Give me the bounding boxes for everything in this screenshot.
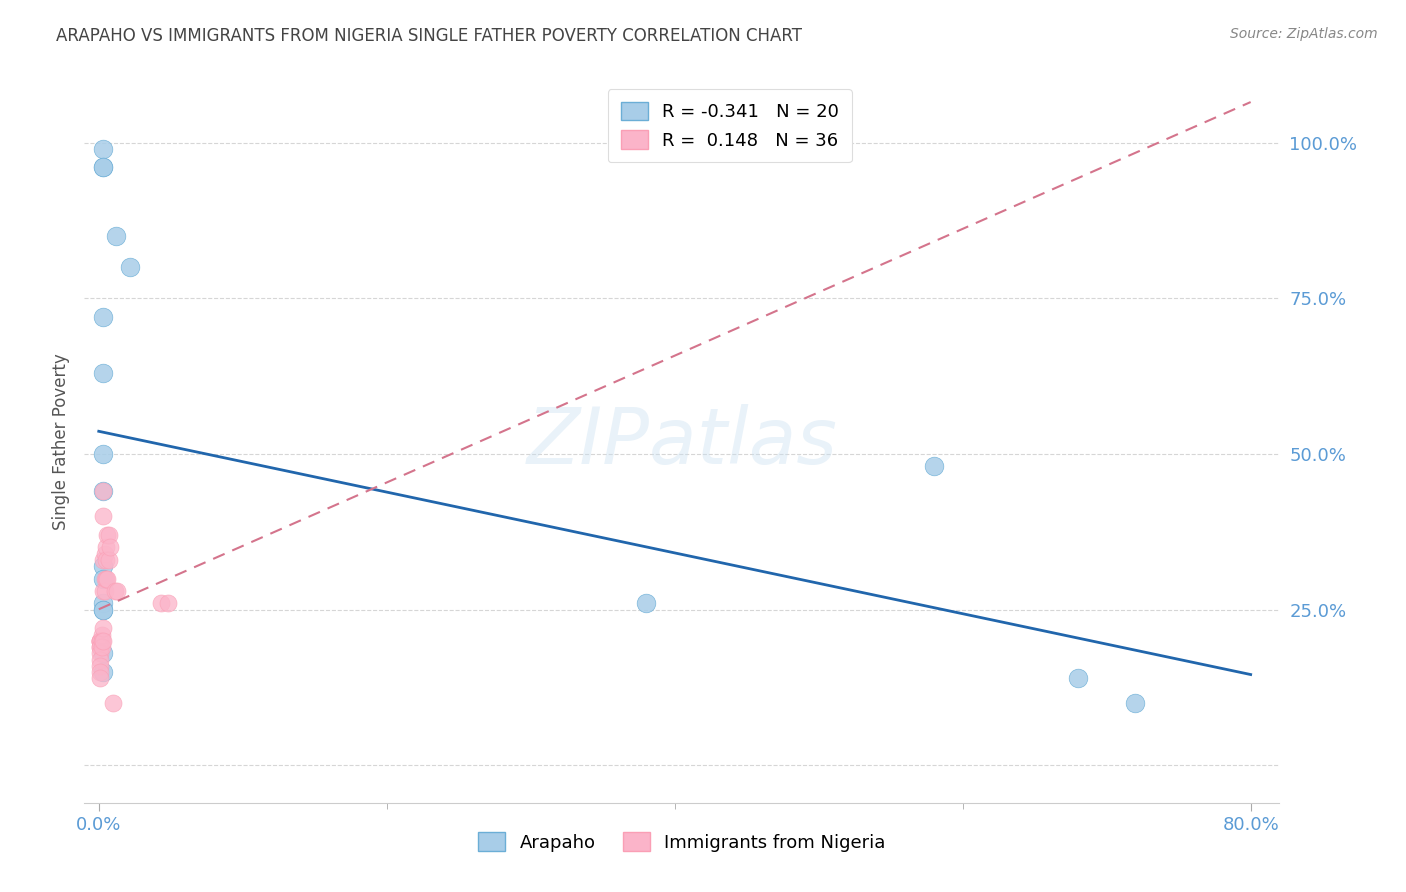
Point	[91, 553, 114, 567]
Point	[91, 633, 114, 648]
Point	[91, 161, 114, 175]
Point	[97, 528, 120, 542]
Point	[89, 633, 111, 648]
Point	[91, 584, 114, 599]
Point	[91, 603, 114, 617]
Point	[90, 627, 112, 641]
Point	[90, 640, 112, 654]
Point	[120, 260, 142, 274]
Point	[634, 597, 657, 611]
Point	[89, 640, 111, 654]
Point	[89, 633, 111, 648]
Point	[94, 572, 117, 586]
Point	[89, 671, 111, 685]
Text: ARAPAHO VS IMMIGRANTS FROM NIGERIA SINGLE FATHER POVERTY CORRELATION CHART: ARAPAHO VS IMMIGRANTS FROM NIGERIA SINGL…	[56, 27, 803, 45]
Point	[91, 161, 114, 175]
Point	[91, 447, 114, 461]
Point	[104, 584, 127, 599]
Point	[91, 597, 114, 611]
Point	[156, 597, 179, 611]
Point	[89, 665, 111, 679]
Point	[90, 633, 112, 648]
Point	[91, 646, 114, 660]
Point	[91, 310, 114, 324]
Point	[91, 572, 114, 586]
Point	[94, 541, 117, 555]
Point	[97, 553, 120, 567]
Point	[91, 484, 114, 499]
Point	[89, 640, 111, 654]
Point	[91, 559, 114, 574]
Point	[91, 366, 114, 380]
Point	[98, 541, 121, 555]
Point	[93, 572, 115, 586]
Point	[91, 509, 114, 524]
Point	[91, 665, 114, 679]
Point	[105, 229, 128, 244]
Point	[89, 646, 111, 660]
Y-axis label: Single Father Poverty: Single Father Poverty	[52, 353, 70, 530]
Text: ZIPatlas: ZIPatlas	[526, 403, 838, 480]
Point	[91, 621, 114, 635]
Point	[89, 633, 111, 648]
Point	[91, 142, 114, 156]
Point	[93, 547, 115, 561]
Point	[149, 597, 172, 611]
Text: Source: ZipAtlas.com: Source: ZipAtlas.com	[1230, 27, 1378, 41]
Point	[94, 553, 117, 567]
Point	[91, 484, 114, 499]
Point	[91, 603, 114, 617]
Point	[107, 584, 129, 599]
Point	[96, 572, 118, 586]
Point	[89, 652, 111, 666]
Point	[96, 528, 118, 542]
Legend: Arapaho, Immigrants from Nigeria: Arapaho, Immigrants from Nigeria	[471, 825, 893, 859]
Point	[89, 658, 111, 673]
Point	[93, 584, 115, 599]
Point	[1067, 671, 1090, 685]
Point	[101, 696, 124, 710]
Point	[922, 459, 945, 474]
Point	[1125, 696, 1147, 710]
Point	[89, 633, 111, 648]
